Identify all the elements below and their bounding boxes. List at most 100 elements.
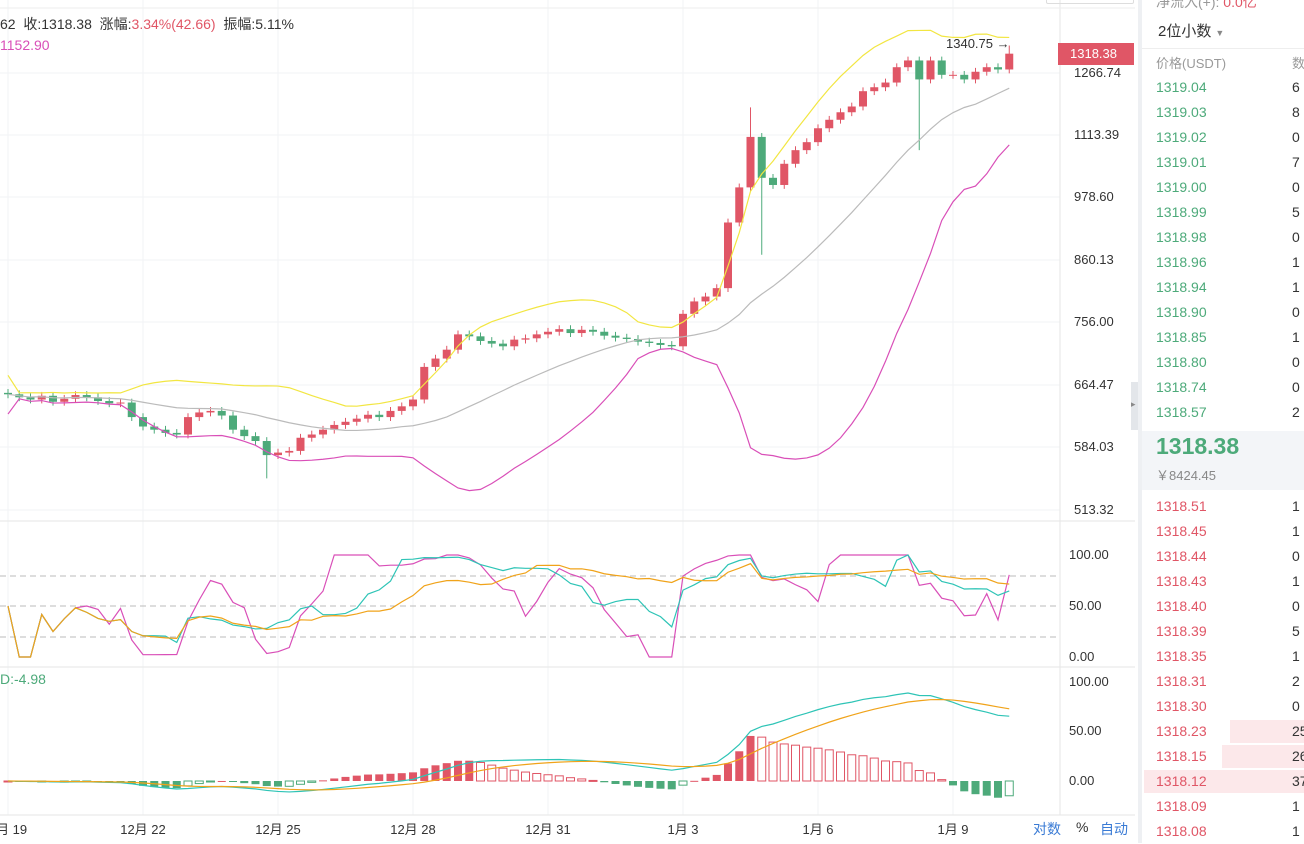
ask-row[interactable]: 1318.80 0 <box>1156 354 1300 370</box>
ask-row[interactable]: 1318.96 1 <box>1156 254 1300 270</box>
macd-histogram-bar <box>476 761 485 782</box>
kline-chart[interactable] <box>0 0 1135 843</box>
bid-row[interactable]: 1318.30 0 <box>1156 698 1300 714</box>
candle-body <box>352 418 361 422</box>
candle-body <box>1005 53 1014 70</box>
macd-histogram-bar <box>757 736 767 782</box>
macd-histogram-bar <box>532 772 542 782</box>
macd-histogram-bar <box>454 760 462 781</box>
candle-body <box>600 331 609 336</box>
candle-body <box>937 60 946 75</box>
candle-body <box>510 339 519 347</box>
macd-histogram-bar <box>352 775 361 781</box>
ask-row[interactable]: 1319.03 8 <box>1156 104 1300 120</box>
percent-scale-button[interactable]: % <box>1076 819 1089 835</box>
candle-body <box>915 60 924 80</box>
candle-body <box>116 402 125 404</box>
date-label: 12月 28 <box>390 822 436 837</box>
macd-histogram-bar <box>971 781 980 795</box>
candle-body <box>971 71 980 80</box>
bid-row[interactable]: 1318.40 0 <box>1156 598 1300 614</box>
ask-row[interactable]: 1318.98 0 <box>1156 229 1300 245</box>
macd-histogram-bar <box>802 746 812 782</box>
macd-dif-line <box>7 692 1010 793</box>
ask-row[interactable]: 1319.00 0 <box>1156 179 1300 195</box>
candle-body <box>397 406 406 411</box>
macd-histogram-bar <box>229 781 237 782</box>
boll-upper-line <box>7 29 1010 407</box>
caret-down-icon: ▼ <box>1215 28 1225 38</box>
bid-row[interactable]: 1318.45 1 <box>1156 523 1300 539</box>
log-scale-button[interactable]: 对数 <box>1033 821 1061 837</box>
macd-histogram-bar <box>858 755 868 782</box>
macd-histogram-bar <box>600 781 609 783</box>
macd-histogram-bar <box>509 769 519 782</box>
candle-body <box>577 329 586 334</box>
macd-histogram-bar <box>768 741 778 782</box>
macd-histogram-bar <box>577 778 587 782</box>
candle-body <box>949 74 957 76</box>
bid-row[interactable]: 1318.09 1 <box>1156 798 1300 814</box>
candle-body <box>4 392 12 395</box>
current-price-tag: 1318.38 <box>1058 43 1134 65</box>
auto-scale-button[interactable]: 自动 <box>1100 821 1128 837</box>
ohlc-info: 62 收:1318.38 涨幅:3.34%(42.66) 振幅:5.11% <box>0 16 294 32</box>
ask-row[interactable]: 1319.01 7 <box>1156 154 1300 170</box>
candle-body <box>555 329 564 332</box>
ask-row[interactable]: 1318.85 1 <box>1156 329 1300 345</box>
candle-body <box>476 336 485 341</box>
price-axis-label: 978.60 <box>1074 189 1114 204</box>
boll-mid-line <box>7 87 1010 432</box>
bid-row[interactable]: 1318.35 1 <box>1156 648 1300 664</box>
bid-row[interactable]: 1318.43 1 <box>1156 573 1300 589</box>
candle-body <box>544 331 552 335</box>
bid-row[interactable]: 1318.39 5 <box>1156 623 1300 639</box>
bid-row[interactable]: 1318.08 1 <box>1156 823 1300 839</box>
macd-histogram-bar <box>982 781 991 796</box>
bid-row[interactable]: 1318.51 1 <box>1156 498 1300 514</box>
macd-histogram-bar <box>634 781 642 787</box>
macd-histogram-bar <box>791 744 800 782</box>
candle-body <box>667 344 676 347</box>
rsi12-line <box>7 554 1010 658</box>
collapse-handle[interactable]: ▸ <box>1131 382 1139 430</box>
ask-row[interactable]: 1319.04 6 <box>1156 79 1300 95</box>
macd-histogram-bar <box>284 780 294 787</box>
bid-row[interactable]: 1318.44 0 <box>1156 548 1300 564</box>
candle-body <box>724 222 732 289</box>
macd-histogram-bar <box>498 767 508 782</box>
candle-body <box>217 410 226 416</box>
candle-body <box>420 366 429 400</box>
macd-histogram-bar <box>296 780 305 785</box>
ask-row[interactable]: 1319.02 0 <box>1156 129 1300 145</box>
candle-body <box>757 136 766 178</box>
candle-body <box>926 60 935 80</box>
macd-histogram-bar <box>442 763 451 781</box>
bid-row[interactable]: 1318.15 26 <box>1142 744 1304 769</box>
candle-body <box>319 429 327 435</box>
candle-body <box>859 91 867 107</box>
macd-histogram-bar <box>824 749 834 782</box>
macd-histogram-bar <box>903 762 913 782</box>
candle-body <box>375 414 384 418</box>
candle-body <box>611 335 620 338</box>
ask-row[interactable]: 1318.90 0 <box>1156 304 1300 320</box>
ask-row[interactable]: 1318.99 5 <box>1156 204 1300 220</box>
bid-row[interactable]: 1318.31 2 <box>1156 673 1300 689</box>
price-axis-label: 860.13 <box>1074 252 1114 267</box>
macd-histogram-bar <box>487 764 497 782</box>
decimals-select[interactable]: 2位小数 ▼ <box>1158 23 1225 40</box>
ask-row[interactable]: 1318.57 2 <box>1156 404 1300 420</box>
bid-row[interactable]: 1318.23 25 <box>1142 719 1304 744</box>
depth-bar <box>1221 745 1304 768</box>
macd-histogram-bar <box>307 780 317 783</box>
ask-row[interactable]: 1318.74 0 <box>1156 379 1300 395</box>
candle-body <box>229 415 237 430</box>
date-label: 12月 25 <box>255 822 301 837</box>
bid-row[interactable]: 1318.12 37 <box>1142 769 1304 794</box>
ask-row[interactable]: 1318.94 1 <box>1156 279 1300 295</box>
toolbar-button[interactable] <box>1046 0 1134 4</box>
macd-histogram-bar <box>667 781 676 790</box>
candle-body <box>712 288 721 297</box>
candle-body <box>735 187 744 223</box>
